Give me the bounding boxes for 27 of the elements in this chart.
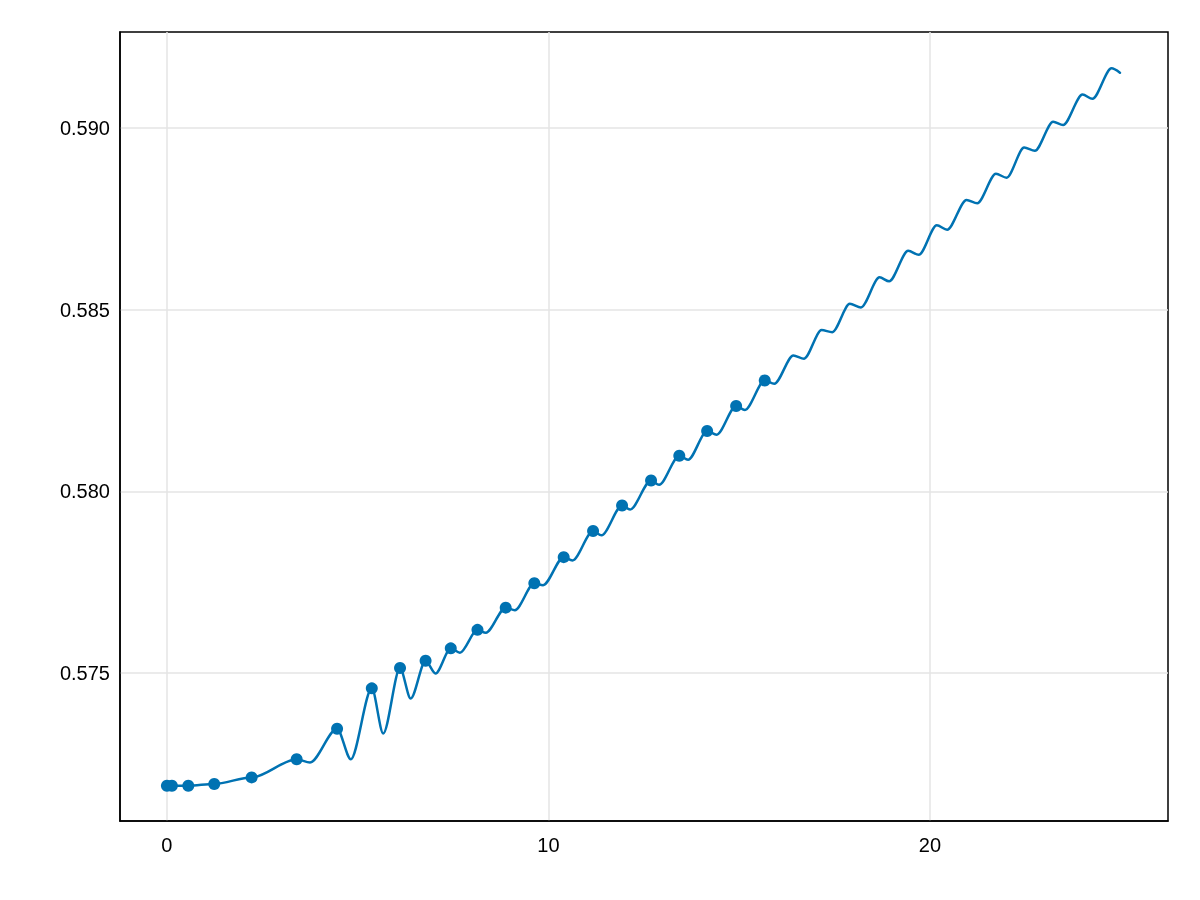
point xyxy=(645,474,658,487)
point xyxy=(444,642,457,655)
point xyxy=(730,399,743,412)
x-tick-label: 10 xyxy=(537,834,560,856)
point xyxy=(182,779,195,792)
point xyxy=(290,753,303,766)
y-tick-label: 0.585 xyxy=(59,298,110,321)
point xyxy=(245,771,258,784)
point xyxy=(419,654,432,667)
point xyxy=(587,524,600,537)
point xyxy=(701,425,714,438)
x-tick-label: 0 xyxy=(161,834,173,856)
y-tick-label: 0.590 xyxy=(59,116,110,139)
point xyxy=(365,682,378,695)
point xyxy=(616,499,629,512)
point xyxy=(394,662,407,674)
point xyxy=(758,374,771,387)
point xyxy=(673,449,686,462)
point xyxy=(471,623,484,636)
point xyxy=(208,777,221,790)
point xyxy=(528,577,541,590)
point xyxy=(557,551,570,564)
y-tick-label: 0.580 xyxy=(59,480,110,503)
point xyxy=(499,601,512,614)
point xyxy=(331,722,344,735)
x-tick-label: 20 xyxy=(918,834,942,856)
y-tick-label: 0.575 xyxy=(59,662,110,685)
